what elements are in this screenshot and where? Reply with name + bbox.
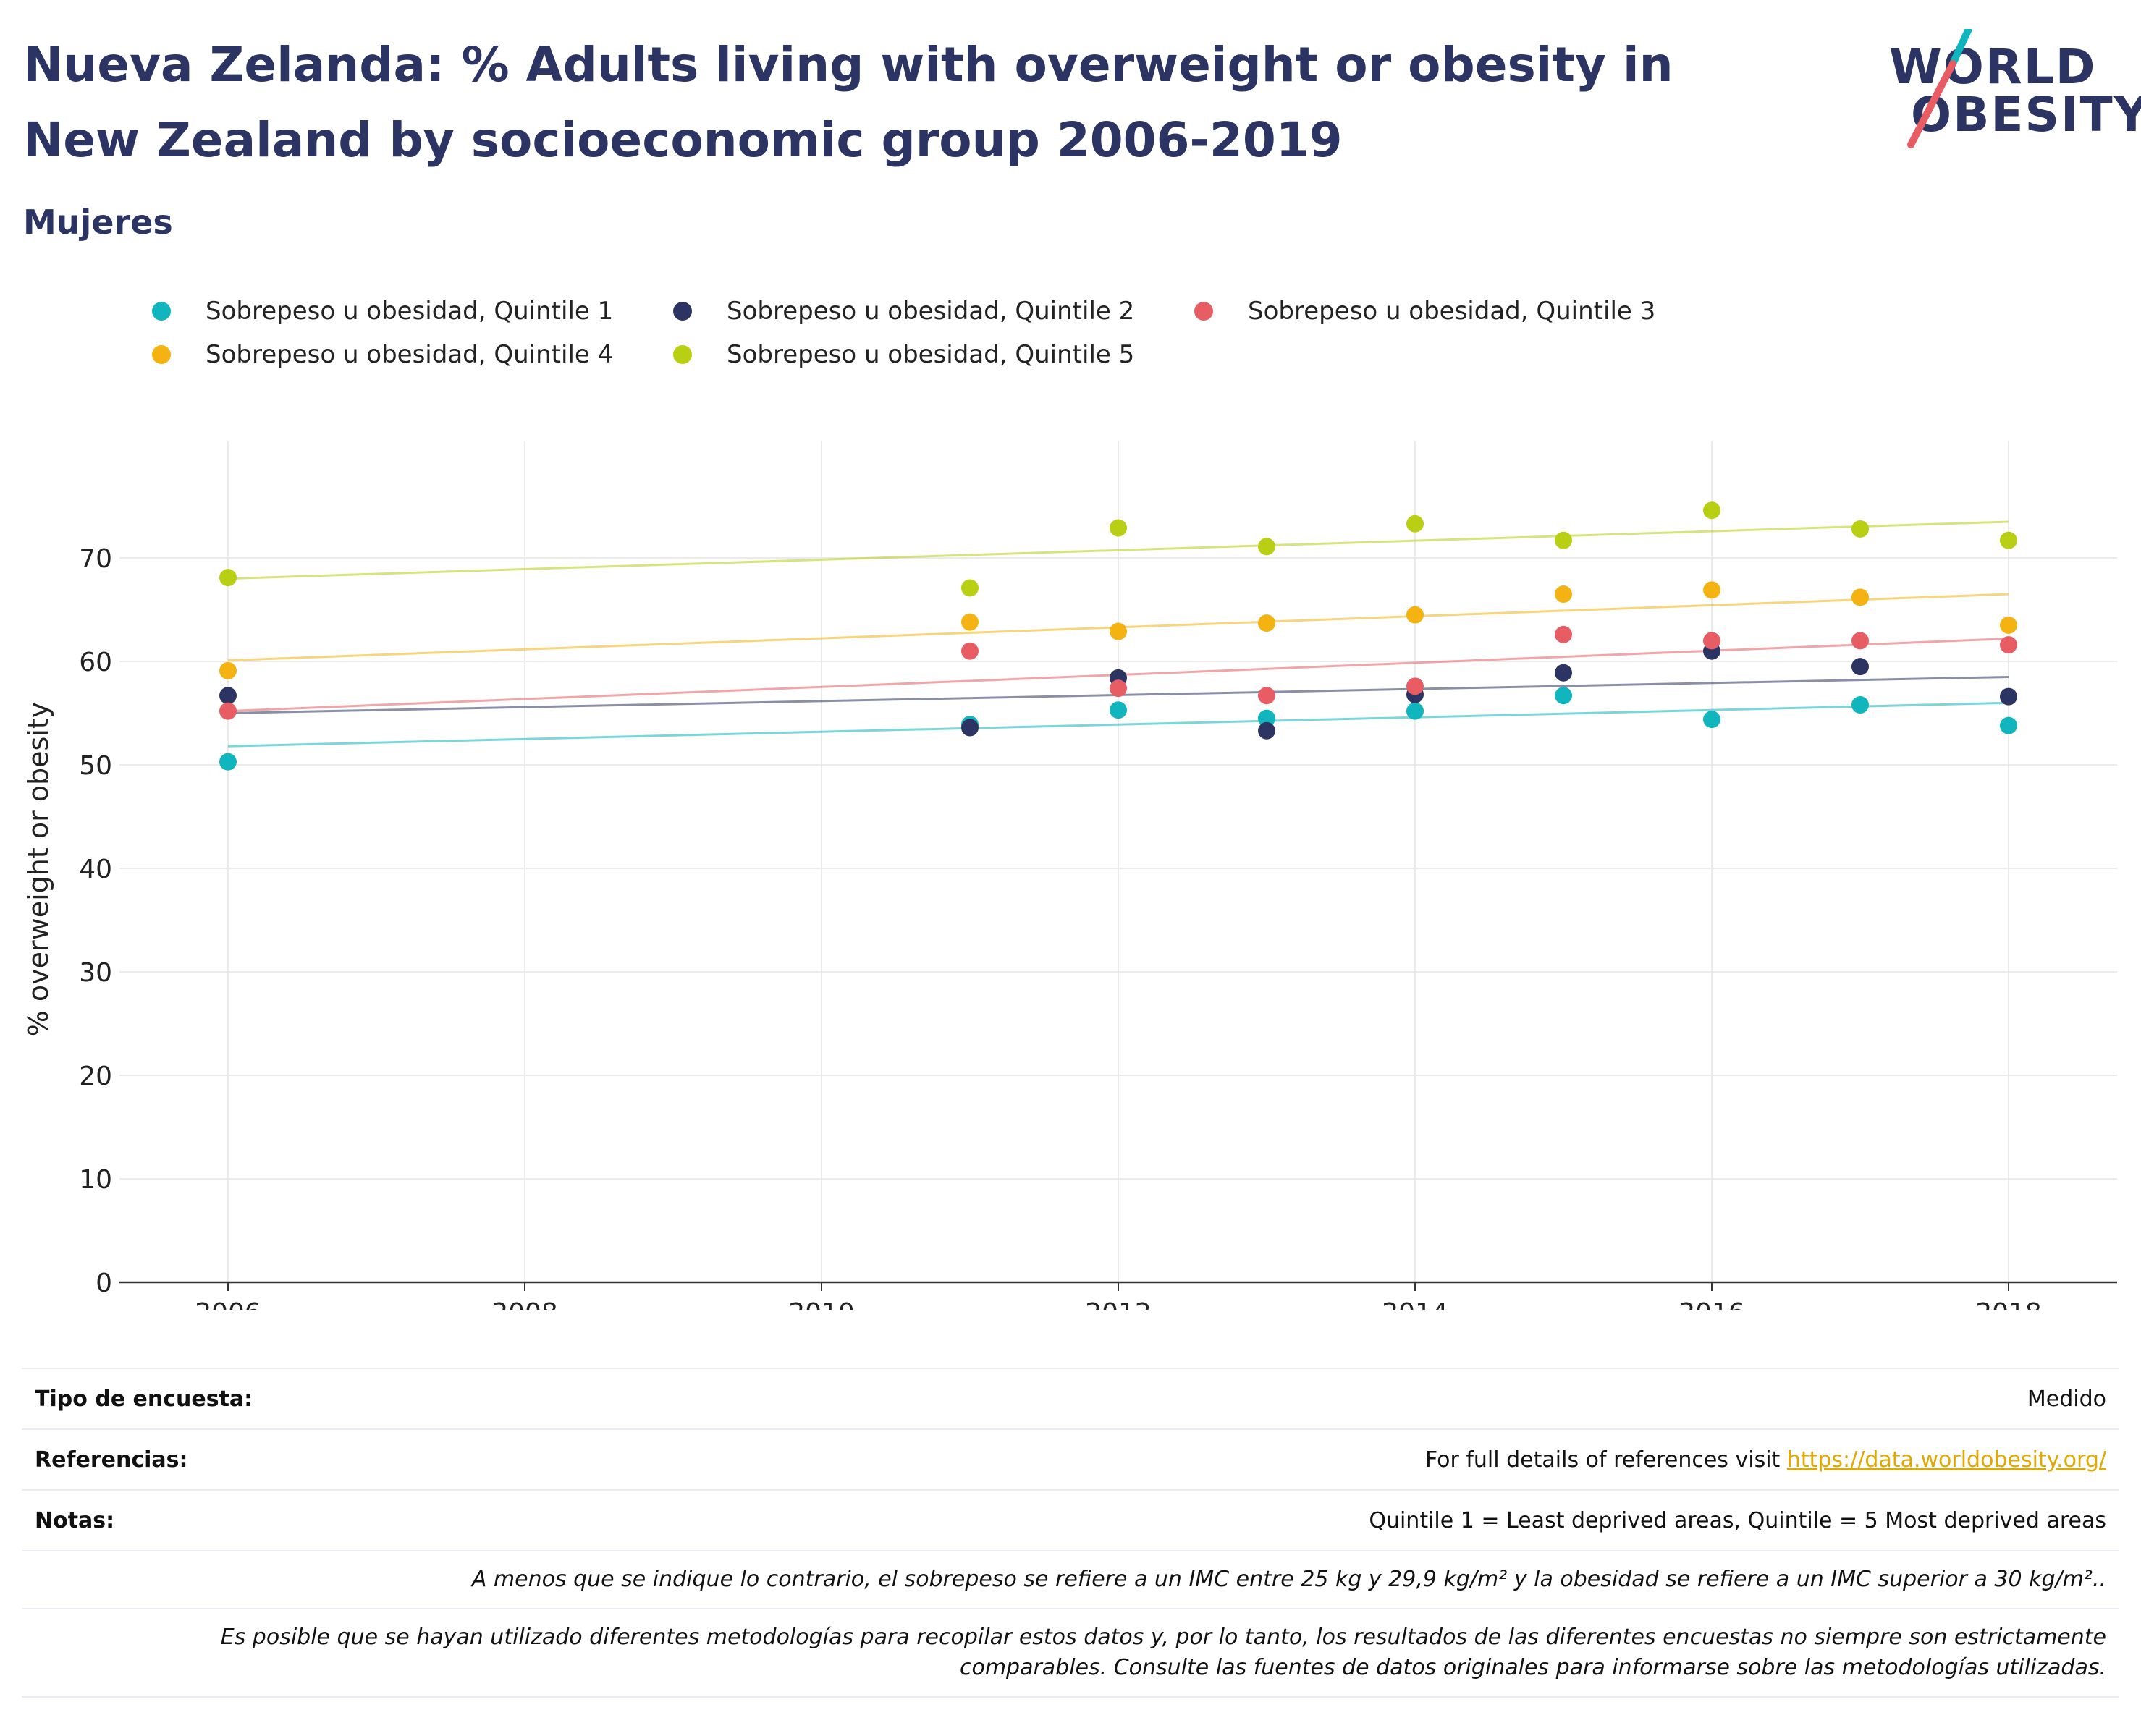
data-point-q3 [2000, 636, 2017, 654]
notes-row: Notas: Quintile 1 = Least deprived areas… [22, 1489, 2119, 1550]
data-point-q2 [1555, 664, 1572, 682]
legend-dot-q1 [152, 302, 171, 321]
data-point-q4 [1258, 614, 1275, 632]
legend-item-q2[interactable]: Sobrepeso u obesidad, Quintile 2 [673, 289, 1134, 333]
data-point-q3 [961, 642, 979, 660]
survey-type-label: Tipo de encuesta: [35, 1386, 253, 1412]
data-point-q5 [1703, 501, 1720, 520]
data-point-q1 [1110, 701, 1127, 719]
data-point-q5 [1110, 519, 1127, 537]
data-point-q4 [2000, 616, 2017, 634]
legend-label-q1: Sobrepeso u obesidad, Quintile 1 [206, 297, 614, 326]
data-point-q3 [1703, 632, 1720, 650]
legend-dot-q5 [673, 345, 692, 364]
legend-label-q2: Sobrepeso u obesidad, Quintile 2 [727, 297, 1135, 326]
data-point-q1 [1703, 711, 1720, 729]
trendline-q5 [227, 520, 2009, 580]
data-point-q5 [1555, 531, 1572, 549]
y-tick-label: 50 [79, 751, 112, 781]
x-tick-label: 2006 [195, 1298, 261, 1310]
references-row: Referencias: For full details of referen… [22, 1428, 2119, 1489]
legend-dot-q4 [152, 345, 171, 364]
legend-dot-q2 [673, 302, 692, 321]
x-tick-label: 2016 [1678, 1298, 1745, 1310]
y-tick-label: 60 [79, 648, 112, 677]
y-tick-label: 30 [79, 958, 112, 988]
info-table: Tipo de encuesta: Medido Referencias: Fo… [22, 1368, 2119, 1698]
bmi-note: A menos que se indique lo contrario, el … [22, 1550, 2119, 1608]
data-point-q3 [219, 702, 237, 720]
data-point-q2 [2000, 687, 2017, 706]
data-point-q5 [1258, 538, 1275, 556]
data-point-q4 [1555, 585, 1572, 604]
trendline-q1 [227, 701, 2009, 748]
data-point-q1 [2000, 716, 2017, 734]
scatter-chart: 2006 2008 2010 2012 2014 2016 2018 0 10 20 30 40 50 6… [22, 441, 2117, 1310]
references-text: For full details of references visit [1424, 1447, 1787, 1473]
survey-type-value: Medido [2027, 1386, 2106, 1412]
survey-type-row: Tipo de encuesta: Medido [22, 1368, 2119, 1428]
x-tick-label: 2008 [491, 1298, 558, 1310]
y-tick-label: 20 [79, 1062, 112, 1091]
legend-item-q4[interactable]: Sobrepeso u obesidad, Quintile 4 [152, 333, 613, 376]
legend-label-q3: Sobrepeso u obesidad, Quintile 3 [1248, 297, 1656, 326]
references-value: For full details of references visit htt… [1425, 1447, 2119, 1473]
data-point-q1 [219, 753, 237, 771]
world-obesity-logo[interactable]: WORLD OBESITY [1882, 29, 2141, 159]
notes-value: Quintile 1 = Least deprived areas, Quint… [1369, 1507, 2106, 1533]
data-point-q2 [961, 719, 979, 737]
notes-label: Notas: [35, 1507, 115, 1533]
data-point-q4 [1851, 588, 1869, 606]
data-point-q4 [1110, 622, 1127, 640]
data-point-q1 [1555, 687, 1572, 705]
data-point-q4 [1703, 581, 1720, 599]
references-label: Referencias: [35, 1447, 188, 1473]
legend-item-q1[interactable]: Sobrepeso u obesidad, Quintile 1 [152, 289, 613, 333]
data-point-q2 [219, 687, 237, 705]
y-tick-label: 40 [79, 855, 112, 884]
logo-line-2: OBESITY [1911, 87, 2141, 143]
legend-label-q4: Sobrepeso u obesidad, Quintile 4 [206, 340, 614, 369]
data-point-q2 [1851, 658, 1869, 676]
legend-label-q5: Sobrepeso u obesidad, Quintile 5 [727, 340, 1135, 369]
data-point-q3 [1555, 625, 1572, 643]
data-point-q3 [1851, 632, 1869, 650]
data-point-q4 [219, 661, 237, 679]
chart-title: Nueva Zelanda: % Adults living with over… [23, 37, 1673, 168]
x-tick-label: 2014 [1382, 1298, 1448, 1310]
legend-dot-q3 [1194, 302, 1213, 321]
data-point-q2 [1258, 721, 1275, 740]
x-tick-label: 2010 [788, 1298, 855, 1310]
logo-line-1: WORLD [1889, 39, 2097, 95]
y-tick-label: 0 [96, 1269, 112, 1298]
chart-legend: Sobrepeso u obesidad, Quintile 1 Sobrepe… [145, 289, 1809, 384]
data-point-q4 [1406, 606, 1424, 624]
data-point-q3 [1110, 679, 1127, 698]
references-link[interactable]: https://data.worldobesity.org/ [1786, 1447, 2106, 1473]
data-point-q1 [1406, 702, 1424, 720]
data-point-q1 [1851, 696, 1869, 714]
data-point-q5 [2000, 531, 2017, 549]
y-axis-label: % overweight or obesity [22, 702, 54, 1037]
data-point-q5 [219, 569, 237, 587]
legend-item-q3[interactable]: Sobrepeso u obesidad, Quintile 3 [1194, 289, 1655, 333]
y-tick-label: 70 [79, 544, 112, 574]
logo-slash-icon [1907, 29, 1972, 148]
data-point-q3 [1406, 677, 1424, 695]
x-tick-label: 2012 [1085, 1298, 1152, 1310]
methodology-note: Es posible que se hayan utilizado difere… [22, 1608, 2119, 1698]
data-point-q4 [961, 613, 979, 631]
y-tick-label: 10 [79, 1165, 112, 1195]
data-point-q5 [961, 579, 979, 597]
data-point-q3 [1258, 687, 1275, 705]
data-point-q5 [1406, 515, 1424, 533]
data-point-q5 [1851, 520, 1869, 538]
legend-item-q5[interactable]: Sobrepeso u obesidad, Quintile 5 [673, 333, 1134, 376]
data-point-q1 [1258, 709, 1275, 727]
chart-subtitle: Mujeres [23, 203, 173, 242]
x-tick-label: 2018 [1975, 1298, 2042, 1310]
